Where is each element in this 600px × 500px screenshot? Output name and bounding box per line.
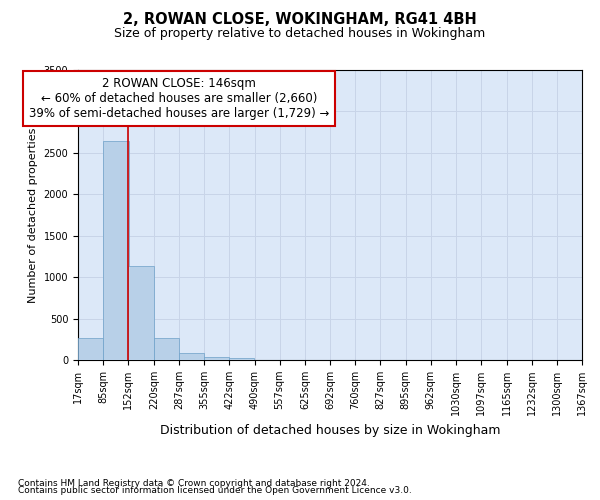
Text: Contains public sector information licensed under the Open Government Licence v3: Contains public sector information licen… — [18, 486, 412, 495]
Bar — [154, 338, 179, 360]
Bar — [179, 354, 204, 360]
X-axis label: Distribution of detached houses by size in Wokingham: Distribution of detached houses by size … — [160, 424, 500, 436]
Bar — [103, 142, 128, 360]
Y-axis label: Number of detached properties: Number of detached properties — [28, 128, 38, 302]
Bar — [128, 266, 154, 360]
Text: Contains HM Land Registry data © Crown copyright and database right 2024.: Contains HM Land Registry data © Crown c… — [18, 478, 370, 488]
Text: 2 ROWAN CLOSE: 146sqm
← 60% of detached houses are smaller (2,660)
39% of semi-d: 2 ROWAN CLOSE: 146sqm ← 60% of detached … — [29, 76, 329, 120]
Text: 2, ROWAN CLOSE, WOKINGHAM, RG41 4BH: 2, ROWAN CLOSE, WOKINGHAM, RG41 4BH — [123, 12, 477, 28]
Bar — [229, 358, 254, 360]
Bar — [78, 338, 103, 360]
Bar — [204, 356, 229, 360]
Text: Size of property relative to detached houses in Wokingham: Size of property relative to detached ho… — [115, 28, 485, 40]
